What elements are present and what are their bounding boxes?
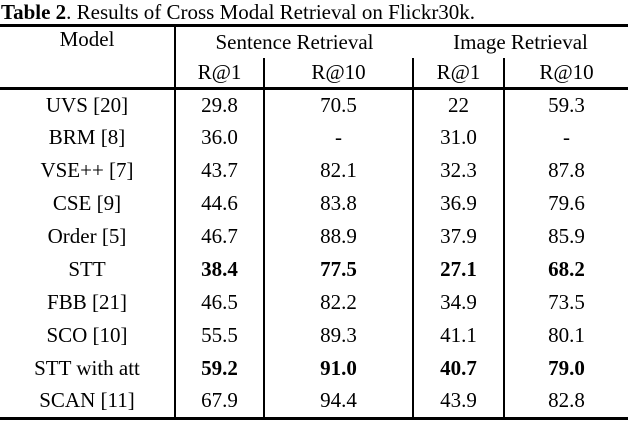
value-cell-image-r10: 59.3 bbox=[503, 88, 628, 121]
table-row: SCAN [11] 67.9 94.4 43.9 82.8 bbox=[0, 385, 628, 418]
value-cell-sentence-r10: - bbox=[262, 121, 414, 154]
table-caption: Table 2. Results of Cross Modal Retrieva… bbox=[0, 0, 628, 27]
value-cell-image-r1: 36.9 bbox=[412, 187, 505, 220]
value-cell-sentence-r1: 46.7 bbox=[201, 224, 238, 248]
value-cell-sentence-r10: 83.8 bbox=[262, 187, 414, 220]
table-row: VSE++ [7] 43.7 82.1 32.3 87.8 bbox=[0, 154, 628, 187]
value-cell-sentence-r1: 36.0 bbox=[201, 125, 238, 149]
table-row: Order [5] 46.7 88.9 37.9 85.9 bbox=[0, 220, 628, 253]
table-row: CSE [9] 44.6 83.8 36.9 79.6 bbox=[0, 187, 628, 220]
model-cell: VSE++ [7] bbox=[0, 154, 176, 187]
table-caption-label: Table 2 bbox=[1, 0, 67, 24]
table-row: BRM [8] 36.0 - 31.0 - bbox=[0, 121, 628, 154]
model-cell: CSE [9] bbox=[0, 187, 176, 220]
value-cell-image-r1: 41.1 bbox=[412, 319, 505, 352]
value-cell-sentence-r1: 59.2 bbox=[201, 356, 238, 380]
value-cell-image-r10: 80.1 bbox=[503, 319, 628, 352]
table-row: UVS [20] 29.8 70.5 22 59.3 bbox=[0, 88, 628, 121]
table-row: STT 38.4 77.5 27.1 68.2 bbox=[0, 253, 628, 286]
table-row: FBB [21] 46.5 82.2 34.9 73.5 bbox=[0, 286, 628, 319]
table-row: STT with att 59.2 91.0 40.7 79.0 bbox=[0, 352, 628, 385]
subheader-sentence-r1: R@1 bbox=[175, 58, 264, 90]
value-cell-sentence-r1: 67.9 bbox=[201, 388, 238, 413]
value-cell-image-r1: 27.1 bbox=[412, 253, 505, 286]
value-cell-sentence-r1: 44.6 bbox=[201, 191, 238, 215]
subheader-image-r10: R@10 bbox=[503, 58, 628, 90]
value-cell-sentence-r10: 89.3 bbox=[262, 319, 414, 352]
model-cell: UVS [20] bbox=[0, 88, 176, 121]
model-cell: Order [5] bbox=[0, 220, 176, 253]
model-cell: STT with att bbox=[0, 352, 176, 385]
value-cell-sentence-r10: 94.4 bbox=[262, 385, 414, 418]
value-cell-sentence-r1: 55.5 bbox=[201, 323, 238, 347]
results-table-body: UVS [20] 29.8 70.5 22 59.3 BRM [8] 36.0 … bbox=[0, 88, 628, 418]
value-cell-image-r10: 87.8 bbox=[503, 154, 628, 187]
value-cell-sentence-r1: 46.5 bbox=[201, 290, 238, 314]
value-cell-sentence-r10: 88.9 bbox=[262, 220, 414, 253]
value-cell-sentence-r10: 91.0 bbox=[262, 352, 414, 385]
value-cell-image-r10: 73.5 bbox=[503, 286, 628, 319]
value-cell-sentence-r10: 77.5 bbox=[262, 253, 414, 286]
value-cell-image-r10: 79.6 bbox=[503, 187, 628, 220]
model-cell: SCAN [11] bbox=[0, 385, 176, 418]
value-cell-image-r1: 43.9 bbox=[412, 385, 505, 418]
value-cell-image-r10: - bbox=[503, 121, 628, 154]
model-cell: BRM [8] bbox=[0, 121, 176, 154]
value-cell-image-r1: 22 bbox=[412, 88, 505, 121]
model-cell: FBB [21] bbox=[0, 286, 176, 319]
header-row-subcolumns: R@1 R@10 R@1 R@10 bbox=[0, 58, 628, 90]
value-cell-image-r10: 85.9 bbox=[503, 220, 628, 253]
column-group-image-retrieval: Image Retrieval bbox=[453, 30, 588, 54]
subheader-sentence-r10: R@10 bbox=[262, 58, 414, 90]
value-cell-sentence-r1: 38.4 bbox=[201, 257, 238, 281]
value-cell-sentence-r1: 43.7 bbox=[201, 158, 238, 182]
value-cell-image-r1: 31.0 bbox=[412, 121, 505, 154]
value-cell-sentence-r10: 70.5 bbox=[262, 88, 414, 121]
value-cell-image-r1: 32.3 bbox=[412, 154, 505, 187]
value-cell-sentence-r1: 29.8 bbox=[201, 92, 238, 117]
table-caption-text: . Results of Cross Modal Retrieval on Fl… bbox=[66, 0, 476, 24]
column-group-sentence-retrieval: Sentence Retrieval bbox=[215, 30, 374, 54]
value-cell-image-r10: 82.8 bbox=[503, 385, 628, 418]
value-cell-image-r1: 34.9 bbox=[412, 286, 505, 319]
header-row-groups: Model Sentence Retrieval Image Retrieval bbox=[0, 27, 628, 90]
value-cell-image-r1: 37.9 bbox=[412, 220, 505, 253]
value-cell-image-r10: 79.0 bbox=[503, 352, 628, 385]
results-table: Model Sentence Retrieval Image Retrieval… bbox=[0, 27, 628, 420]
value-cell-sentence-r10: 82.1 bbox=[262, 154, 414, 187]
value-cell-sentence-r10: 82.2 bbox=[262, 286, 414, 319]
subheader-image-r1: R@1 bbox=[412, 58, 505, 90]
value-cell-image-r1: 40.7 bbox=[412, 352, 505, 385]
column-header-model: Model bbox=[0, 27, 176, 90]
model-cell: SCO [10] bbox=[0, 319, 176, 352]
value-cell-image-r10: 68.2 bbox=[503, 253, 628, 286]
table-row: SCO [10] 55.5 89.3 41.1 80.1 bbox=[0, 319, 628, 352]
model-cell: STT bbox=[0, 253, 176, 286]
